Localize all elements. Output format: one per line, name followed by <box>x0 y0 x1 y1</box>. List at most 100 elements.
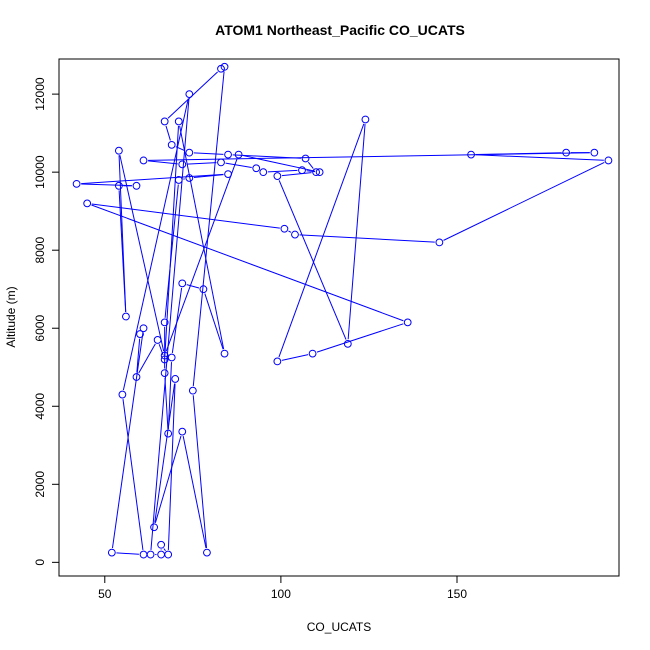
data-point <box>146 550 155 559</box>
data-point <box>308 349 317 358</box>
series-segment <box>111 332 144 549</box>
data-point <box>199 285 208 294</box>
data-point <box>220 349 229 358</box>
series-segment <box>307 161 314 169</box>
data-point <box>136 330 144 338</box>
y-axis: 0 2000 4000 6000 8000 10000 12000 <box>33 77 60 566</box>
data-point <box>160 369 169 378</box>
series-segment <box>475 154 604 161</box>
x-tick-label: 50 <box>98 587 112 601</box>
data-point <box>301 154 310 163</box>
data-point <box>562 148 571 157</box>
series-segment <box>81 183 132 187</box>
data-point <box>174 176 183 184</box>
y-tick-label: 2000 <box>33 471 47 498</box>
data-point <box>139 156 148 165</box>
series-segment <box>116 552 139 555</box>
series-segment <box>165 158 238 352</box>
series-segment <box>267 169 298 173</box>
data-point <box>160 355 169 364</box>
data-point <box>343 339 352 348</box>
series-segment <box>119 155 165 352</box>
series-segment <box>316 323 404 353</box>
data-point <box>118 390 127 399</box>
data-point <box>114 181 123 190</box>
data-point <box>171 375 180 383</box>
data-point <box>217 158 225 167</box>
series-segment <box>122 399 144 551</box>
data-point <box>178 160 187 169</box>
y-tick-label: 12000 <box>33 77 47 111</box>
y-tick-label: 8000 <box>33 237 47 264</box>
data-point <box>203 548 211 557</box>
x-axis-label: CO_UCATS <box>307 620 371 634</box>
data-point <box>259 168 268 177</box>
series-segment <box>165 125 171 141</box>
data-point <box>467 150 475 159</box>
data-point <box>224 170 232 179</box>
data-point <box>252 164 261 173</box>
series-segment <box>193 152 224 155</box>
data-point <box>188 386 197 395</box>
chart-title: ATOM1 Northeast_Pacific CO_UCATS <box>215 22 465 38</box>
data-point <box>291 230 299 239</box>
data-point <box>435 238 444 247</box>
series-segment <box>154 383 176 523</box>
y-tick-label: 10000 <box>33 155 47 189</box>
series-segment <box>225 162 252 168</box>
y-tick-label: 6000 <box>33 315 47 342</box>
data-point <box>234 150 243 159</box>
data-point <box>167 353 176 362</box>
series-segment <box>192 395 208 549</box>
series-segment <box>164 377 169 430</box>
data-point <box>185 90 194 99</box>
data-point <box>139 324 148 333</box>
x-tick-label: 100 <box>271 587 291 601</box>
data-point <box>72 179 81 188</box>
data-point <box>107 548 116 557</box>
y-tick-label: 4000 <box>33 393 47 420</box>
y-axis-label: Altitude (m) <box>4 286 18 347</box>
data-point <box>224 150 232 159</box>
data-point <box>153 336 162 344</box>
data-point <box>157 540 166 549</box>
series-segment <box>243 155 316 172</box>
series-segment <box>347 124 366 340</box>
data-point <box>174 117 183 126</box>
series-segment <box>179 125 225 350</box>
data-point <box>604 156 613 165</box>
series-segment <box>288 230 292 233</box>
data-point <box>83 199 92 208</box>
data-point <box>178 427 187 436</box>
series-segment <box>443 162 605 241</box>
series-segment <box>136 338 141 373</box>
y-tick-label: 0 <box>33 559 47 566</box>
data-point <box>164 550 173 559</box>
series-segment <box>91 203 280 229</box>
series-segment <box>163 548 166 552</box>
series-segment <box>167 362 172 430</box>
x-axis: 50 100 150 <box>98 575 467 601</box>
series-segment <box>138 343 156 374</box>
series-segment <box>278 180 347 340</box>
data-point <box>185 148 194 157</box>
data-point <box>361 115 370 124</box>
data-point <box>122 312 130 321</box>
series-segment <box>193 174 224 179</box>
x-tick-label: 150 <box>447 587 467 601</box>
data-point <box>280 224 289 233</box>
data-point <box>590 148 599 157</box>
data-point <box>273 357 282 366</box>
data-point <box>315 168 324 177</box>
series-segment <box>204 293 224 350</box>
series-segment <box>164 184 179 318</box>
data-point <box>220 62 229 71</box>
series-segment <box>306 170 316 173</box>
series-segment <box>81 173 224 185</box>
series-segment <box>186 284 200 289</box>
data-point <box>160 318 169 327</box>
series-segment <box>281 354 309 361</box>
data-point <box>178 279 187 288</box>
series-segment <box>186 162 217 165</box>
